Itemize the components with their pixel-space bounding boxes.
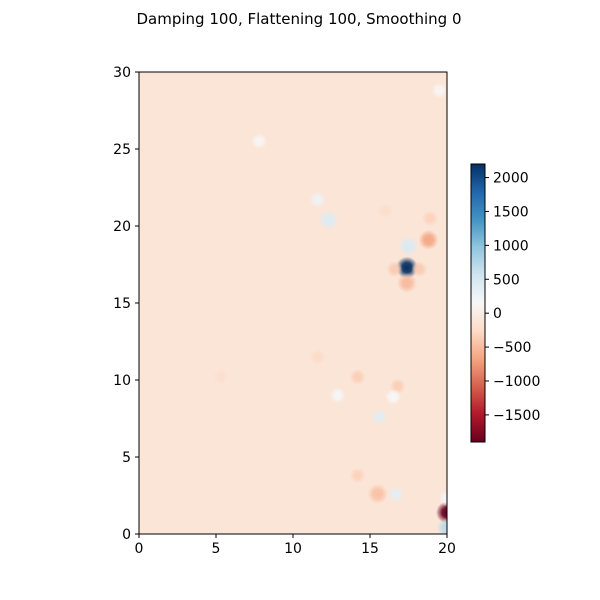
x-tick-label: 20: [438, 541, 456, 557]
heatmap-feature: [329, 387, 346, 404]
heatmap-feature: [388, 485, 405, 502]
heatmap-feature: [437, 517, 447, 534]
heatmap-feature: [422, 210, 439, 227]
heatmap-feature: [436, 501, 447, 524]
x-tick-label: 5: [212, 541, 221, 557]
heatmap-feature: [371, 408, 388, 425]
y-axis: 0 5 10 15 20 25 30: [113, 65, 139, 543]
heatmap-background: [139, 72, 447, 534]
x-tick-label: 10: [284, 541, 302, 557]
heatmap-feature: [385, 388, 402, 405]
y-tick-label: 20: [113, 219, 131, 235]
heatmap-feature: [396, 272, 417, 293]
colorbar-tick-label: −1500: [493, 408, 540, 424]
y-tick-label: 15: [113, 296, 131, 312]
heatmap-feature: [309, 191, 326, 208]
heatmap-feature: [309, 348, 326, 365]
x-tick-label: 15: [361, 541, 379, 557]
colorbar-tick-label: −1000: [493, 374, 540, 390]
heatmap-feature: [367, 483, 388, 504]
heatmap-feature: [418, 229, 439, 250]
colorbar-gradient: [470, 163, 486, 443]
y-tick-label: 25: [113, 142, 131, 158]
heatmap-feature: [318, 209, 339, 230]
heatmap-feature: [411, 261, 428, 278]
colorbar-tick-label: 500: [493, 272, 520, 288]
y-tick-label: 10: [113, 373, 131, 389]
heatmap-feature: [377, 202, 394, 219]
heatmap-feature: [349, 368, 366, 385]
colorbar-tick-label: 2000: [493, 171, 529, 187]
colorbar: −1500 −1000 −500 0 500 1000 1500 2000: [470, 163, 540, 443]
colorbar-tick-label: 1500: [493, 204, 529, 220]
chart-title: Damping 100, Flattening 100, Smoothing 0: [136, 10, 461, 28]
x-axis: 0 5 10 15 20: [135, 534, 456, 557]
x-tick-label: 0: [135, 541, 144, 557]
colorbar-tick-label: 0: [493, 306, 502, 322]
heatmap-feature: [386, 261, 403, 278]
colorbar-tick-label: 1000: [493, 238, 529, 254]
y-tick-label: 0: [122, 527, 131, 543]
heatmap-feature: [349, 467, 366, 484]
heatmap-feature: [431, 82, 447, 99]
heatmap-feature: [212, 368, 229, 385]
heatmap-feature: [398, 236, 419, 257]
y-tick-label: 5: [122, 450, 131, 466]
heatmap-feature: [251, 133, 268, 150]
plot-area: [138, 71, 448, 535]
y-tick-label: 30: [113, 65, 131, 81]
colorbar-tick-label: −500: [493, 340, 531, 356]
heatmap-feature: [439, 490, 447, 507]
